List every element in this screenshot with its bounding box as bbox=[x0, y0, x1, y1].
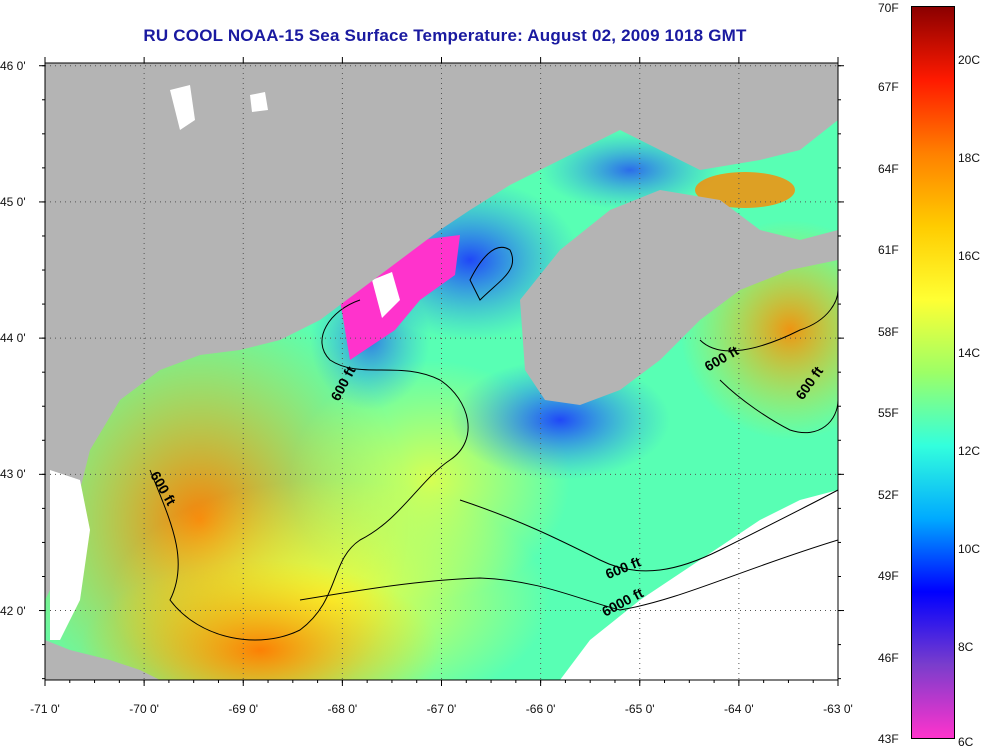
colorbar-c-label: 20C bbox=[958, 53, 981, 68]
y-tick-label: 45 0' bbox=[0, 194, 26, 209]
cloud-southeast bbox=[560, 490, 838, 680]
colorbar-c-label: 16C bbox=[958, 248, 981, 263]
x-tick-label: -66 0' bbox=[525, 702, 556, 716]
colorbar-f-label: 52F bbox=[878, 487, 899, 502]
x-tick-label: -67 0' bbox=[426, 702, 457, 716]
x-tick-label: -64 0' bbox=[724, 702, 754, 716]
y-tick-label: 46 0' bbox=[0, 58, 26, 73]
x-tick-label: -69 0' bbox=[228, 702, 259, 716]
colorbar-c-label: 12C bbox=[958, 444, 981, 459]
y-tick-label: 42 0' bbox=[0, 603, 26, 618]
colorbar-f-label: 55F bbox=[878, 406, 899, 421]
cloud-west bbox=[50, 470, 90, 640]
colorbar-f-label: 61F bbox=[878, 243, 899, 258]
colorbar-c-label: 10C bbox=[958, 541, 981, 556]
x-tick-label: -68 0' bbox=[327, 702, 358, 716]
colorbar-f-label: 43F bbox=[878, 732, 899, 746]
colorbar bbox=[911, 6, 955, 739]
colorbar-f-label: 46F bbox=[878, 650, 899, 665]
map-title: RU COOL NOAA-15 Sea Surface Temperature:… bbox=[143, 26, 747, 45]
bathymetry-contours bbox=[149, 246, 838, 641]
colorbar-f-label: 70F bbox=[878, 1, 899, 15]
land-new-england bbox=[45, 63, 838, 600]
colorbar-c-label: 14C bbox=[958, 346, 981, 361]
colorbar-f-label: 67F bbox=[878, 80, 899, 95]
colorbar-f-label: 49F bbox=[878, 569, 899, 584]
colorbar-f-label: 58F bbox=[878, 324, 899, 339]
colorbar-c-label: 6C bbox=[958, 735, 974, 749]
colorbar-f-label: 64F bbox=[878, 161, 899, 176]
colorbar-c-label: 8C bbox=[958, 639, 974, 654]
x-tick-label: -63 0' bbox=[823, 702, 853, 716]
x-tick-label: -70 0' bbox=[129, 702, 159, 716]
x-tick-label: -65 0' bbox=[624, 702, 655, 716]
graticule bbox=[45, 63, 838, 680]
y-tick-label: 43 0' bbox=[0, 467, 26, 482]
y-tick-label: 44 0' bbox=[0, 331, 26, 346]
land-nova-scotia bbox=[520, 190, 838, 405]
colorbar-c-label: 18C bbox=[958, 151, 981, 166]
x-tick-label: -71 0' bbox=[30, 702, 60, 716]
land-cape-cod bbox=[45, 640, 160, 680]
